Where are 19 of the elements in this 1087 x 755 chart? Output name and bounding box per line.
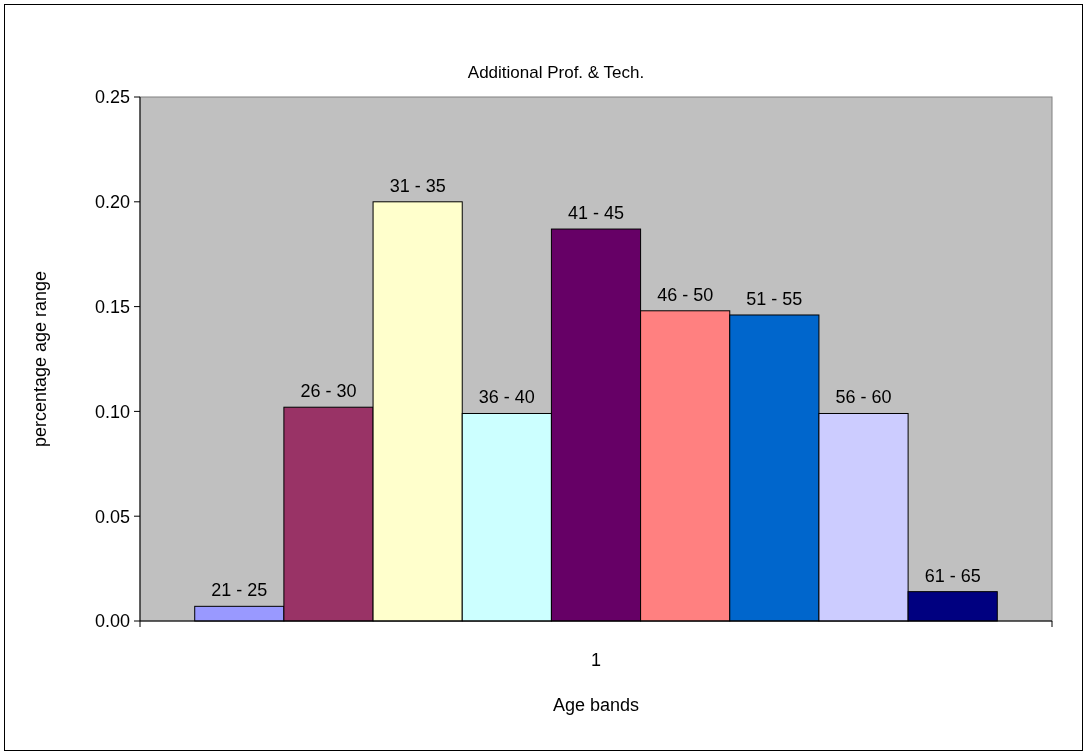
- x-axis-title: Age bands: [552, 695, 640, 715]
- series-label: 51 - 55: [746, 288, 803, 309]
- chart-title: Additional Prof. & Tech.: [467, 63, 645, 82]
- y-tick-label: 0.25: [94, 87, 130, 108]
- series-label: 21 - 25: [211, 580, 268, 601]
- y-tick-label: 0.10: [94, 401, 130, 422]
- y-tick-label: 0.00: [94, 611, 130, 632]
- x-tick-label: 1: [590, 650, 602, 670]
- series-label: 41 - 45: [567, 203, 625, 224]
- series-label: 61 - 65: [924, 565, 981, 586]
- y-tick-label: 0.15: [94, 296, 130, 317]
- y-tick-label: 0.20: [94, 192, 130, 213]
- series-label: 56 - 60: [835, 387, 892, 408]
- series-label: 26 - 30: [300, 381, 357, 402]
- y-tick-label: 0.05: [94, 506, 130, 527]
- series-label: 46 - 50: [657, 284, 714, 305]
- series-label: 31 - 35: [389, 175, 446, 196]
- y-axis-title: percentage age range: [30, 270, 50, 448]
- series-label: 36 - 40: [478, 387, 535, 408]
